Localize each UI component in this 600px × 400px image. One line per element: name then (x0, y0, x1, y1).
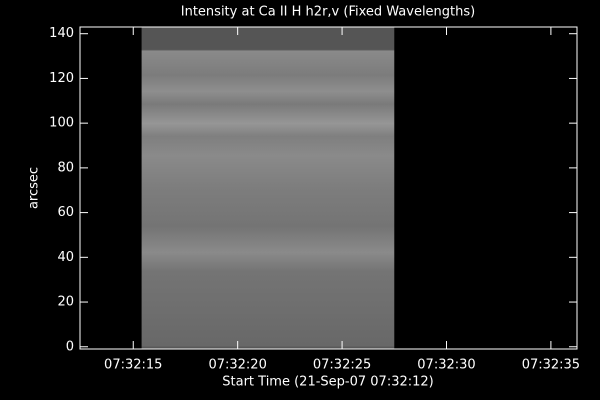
x-tick-label: 07:32:35 (522, 358, 580, 373)
y-tick-label: 100 (49, 116, 74, 131)
x-axis-label: Start Time (21-Sep-07 07:32:12) (222, 375, 433, 390)
image (141, 27, 395, 349)
y-tick-label: 40 (57, 250, 74, 265)
x-tick-label: 07:32:15 (104, 358, 162, 373)
x-tick-label: 07:32:30 (417, 358, 475, 373)
y-tick-label: 20 (57, 295, 74, 310)
y-axis-label: arcsec (27, 167, 42, 209)
y-tick-label: 140 (49, 26, 74, 41)
x-tick-label: 07:32:25 (313, 358, 371, 373)
frame (79, 26, 578, 350)
y-tick-label: 0 (66, 339, 74, 354)
y-tick-label: 120 (49, 71, 74, 86)
chart-title: Intensity at Ca II H h2r,v (Fixed Wavele… (181, 5, 475, 20)
y-tick-label: 60 (57, 205, 74, 220)
y-tick-label: 80 (57, 160, 74, 175)
x-tick-label: 07:32:20 (208, 358, 266, 373)
